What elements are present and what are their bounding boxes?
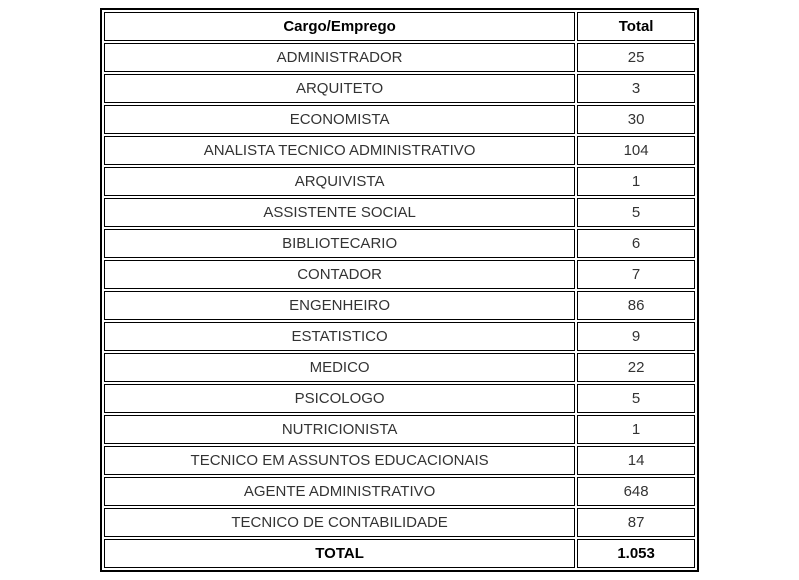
cell-total: 104: [577, 136, 695, 165]
cell-total: 14: [577, 446, 695, 475]
table-body: ADMINISTRADOR25ARQUITETO3ECONOMISTA30ANA…: [104, 43, 695, 537]
footer-label: TOTAL: [104, 539, 575, 568]
cell-cargo: ESTATISTICO: [104, 322, 575, 351]
table-row: BIBLIOTECARIO6: [104, 229, 695, 258]
cell-total: 6: [577, 229, 695, 258]
header-total: Total: [577, 12, 695, 41]
cell-cargo: ANALISTA TECNICO ADMINISTRATIVO: [104, 136, 575, 165]
cell-total: 1: [577, 415, 695, 444]
table-row: CONTADOR7: [104, 260, 695, 289]
cell-cargo: ADMINISTRADOR: [104, 43, 575, 72]
table-row: PSICOLOGO5: [104, 384, 695, 413]
cell-total: 3: [577, 74, 695, 103]
table-row: ANALISTA TECNICO ADMINISTRATIVO104: [104, 136, 695, 165]
header-cargo: Cargo/Emprego: [104, 12, 575, 41]
cell-cargo: MEDICO: [104, 353, 575, 382]
table-row: ESTATISTICO9: [104, 322, 695, 351]
table-row: TECNICO EM ASSUNTOS EDUCACIONAIS14: [104, 446, 695, 475]
cell-cargo: ARQUITETO: [104, 74, 575, 103]
cell-cargo: BIBLIOTECARIO: [104, 229, 575, 258]
cell-cargo: ENGENHEIRO: [104, 291, 575, 320]
cell-cargo: CONTADOR: [104, 260, 575, 289]
cell-total: 1: [577, 167, 695, 196]
cell-total: 22: [577, 353, 695, 382]
table-footer-row: TOTAL 1.053: [104, 539, 695, 568]
cell-cargo: TECNICO DE CONTABILIDADE: [104, 508, 575, 537]
cell-cargo: ASSISTENTE SOCIAL: [104, 198, 575, 227]
table-row: NUTRICIONISTA1: [104, 415, 695, 444]
cell-cargo: ECONOMISTA: [104, 105, 575, 134]
cell-total: 30: [577, 105, 695, 134]
cell-cargo: TECNICO EM ASSUNTOS EDUCACIONAIS: [104, 446, 575, 475]
cell-total: 9: [577, 322, 695, 351]
table-header-row: Cargo/Emprego Total: [104, 12, 695, 41]
cell-total: 25: [577, 43, 695, 72]
cell-total: 87: [577, 508, 695, 537]
table-row: ADMINISTRADOR25: [104, 43, 695, 72]
cell-cargo: PSICOLOGO: [104, 384, 575, 413]
table-row: ARQUIVISTA1: [104, 167, 695, 196]
cell-total: 5: [577, 198, 695, 227]
table-row: ASSISTENTE SOCIAL5: [104, 198, 695, 227]
footer-value: 1.053: [577, 539, 695, 568]
table-row: ARQUITETO3: [104, 74, 695, 103]
cell-cargo: NUTRICIONISTA: [104, 415, 575, 444]
cell-total: 5: [577, 384, 695, 413]
cell-total: 7: [577, 260, 695, 289]
cell-total: 648: [577, 477, 695, 506]
table-row: MEDICO22: [104, 353, 695, 382]
table-row: AGENTE ADMINISTRATIVO648: [104, 477, 695, 506]
table-row: TECNICO DE CONTABILIDADE87: [104, 508, 695, 537]
cell-total: 86: [577, 291, 695, 320]
cell-cargo: ARQUIVISTA: [104, 167, 575, 196]
table-row: ECONOMISTA30: [104, 105, 695, 134]
cell-cargo: AGENTE ADMINISTRATIVO: [104, 477, 575, 506]
table-row: ENGENHEIRO86: [104, 291, 695, 320]
cargo-emprego-table: Cargo/Emprego Total ADMINISTRADOR25ARQUI…: [100, 8, 699, 572]
